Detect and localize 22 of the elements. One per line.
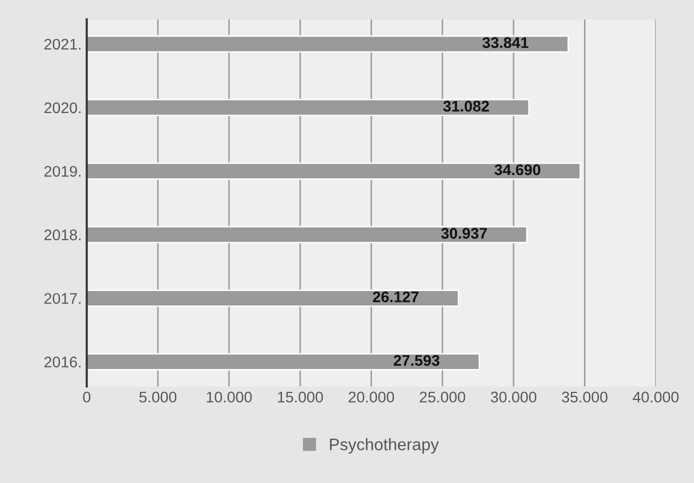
x-tick-label: 25.000 [420,392,466,402]
data-label: 34.690 [494,164,540,176]
x-tick-label: 40.000 [632,392,679,402]
x-tick-label: 10.000 [206,392,252,402]
x-tick-label: 15.000 [278,392,323,402]
x-tick-label: 20.000 [348,392,394,402]
x-tick-label: 0 [83,392,90,402]
x-tick-label: 5.000 [139,392,176,402]
y-tick-label: 2016. [44,356,80,368]
data-label: 30.937 [441,228,487,239]
data-label: 31.082 [443,100,489,112]
data-label: 26.127 [372,291,418,302]
y-tick-label: 2019. [44,166,80,177]
y-tick-label: 2017. [44,293,80,304]
y-tick-label: 2020. [44,102,80,114]
y-tick-label: 2021. [44,38,80,50]
legend-label: Psychotherapy [330,438,439,454]
data-label: 33.841 [482,37,528,48]
data-label: 27.593 [394,355,440,366]
y-tick-label: 2018. [44,230,80,240]
x-tick-label: 30.000 [490,392,536,402]
x-tick-label: 35.000 [562,392,608,402]
